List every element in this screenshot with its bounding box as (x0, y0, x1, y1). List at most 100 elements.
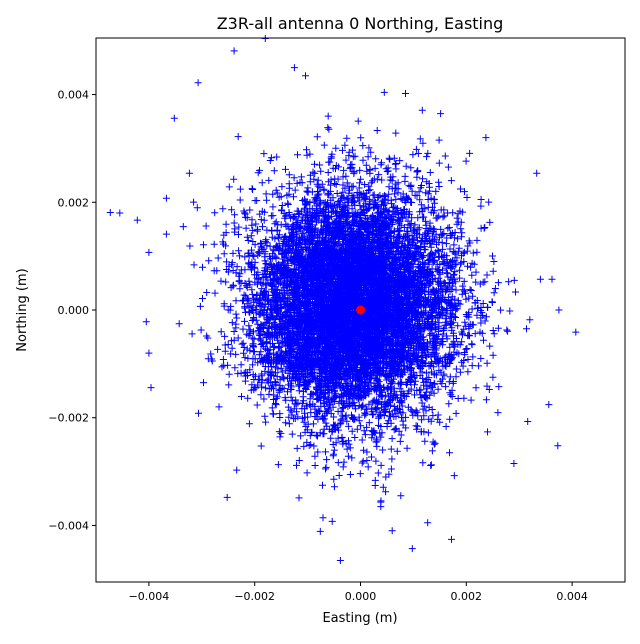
scatter-point (353, 425, 361, 433)
scatter-point (256, 332, 264, 339)
scatter-point (199, 295, 206, 302)
scatter-point (300, 442, 308, 450)
scatter-point (257, 239, 264, 247)
scatter-point (446, 415, 454, 423)
scatter-point (392, 425, 399, 433)
scatter-point (356, 470, 364, 478)
scatter-point (402, 162, 410, 170)
scatter-point (382, 473, 390, 481)
scatter-point (311, 452, 319, 460)
scatter-point (303, 146, 310, 154)
scatter-point (270, 391, 278, 399)
scatter-point (388, 455, 396, 463)
scatter-point (248, 185, 256, 193)
scatter-point (310, 175, 318, 183)
scatter-point (358, 436, 366, 444)
scatter-point (485, 198, 493, 206)
scatter-point (361, 431, 369, 439)
scatter-point (412, 422, 420, 430)
scatter-point (354, 117, 362, 125)
scatter-point (483, 303, 491, 311)
scatter-point (488, 298, 496, 306)
scatter-point (372, 155, 380, 163)
scatter-point (482, 313, 490, 321)
scatter-point (314, 448, 322, 456)
scatter-point (294, 151, 301, 159)
scatter-point (193, 204, 201, 212)
scatter-point (288, 430, 296, 438)
scatter-point (456, 266, 464, 274)
scatter-point (276, 414, 284, 421)
scatter-point (473, 236, 481, 244)
scatter-point (463, 247, 471, 255)
scatter-point (343, 134, 351, 142)
scatter-point (252, 220, 260, 228)
scatter-point (461, 188, 468, 196)
scatter-point (232, 350, 240, 358)
scatter-point (497, 306, 505, 314)
scatter-point (359, 142, 367, 150)
scatter-point (327, 434, 335, 442)
scatter-point (512, 288, 519, 296)
scatter-point (202, 222, 210, 230)
scatter-point (241, 253, 249, 261)
scatter-point (266, 242, 274, 250)
scatter-point (408, 407, 416, 415)
scatter-point (218, 363, 226, 371)
scatter-point (295, 494, 303, 502)
scatter-point (382, 488, 390, 496)
scatter-point (452, 409, 460, 417)
scatter-point (248, 286, 256, 294)
scatter-point (257, 391, 265, 399)
scatter-point (244, 237, 252, 244)
scatter-point (375, 171, 383, 179)
scatter-point (463, 345, 471, 352)
scatter-point (413, 192, 421, 200)
scatter-point (273, 153, 281, 161)
scatter-point (307, 441, 315, 449)
scatter-point (467, 263, 475, 271)
scatter-point (399, 417, 407, 425)
scatter-point (480, 336, 487, 344)
scatter-point (255, 351, 263, 359)
scatter-point (489, 267, 497, 275)
scatter-point (419, 175, 426, 183)
scatter-point (260, 395, 268, 403)
scatter-point (378, 176, 386, 184)
scatter-point (489, 373, 497, 381)
scatter-point (387, 445, 395, 453)
scatter-point (285, 211, 293, 219)
scatter-point (464, 368, 472, 376)
scatter-point (228, 206, 236, 214)
scatter-point (442, 363, 450, 370)
scatter-point (373, 127, 381, 134)
chart-title: Z3R-all antenna 0 Northing, Easting (217, 14, 504, 33)
scatter-point (482, 396, 490, 404)
scatter-point (355, 417, 363, 425)
scatter-point (377, 461, 385, 469)
scatter-point (369, 411, 376, 419)
scatter-point (392, 129, 400, 137)
scatter-point (363, 448, 371, 456)
scatter-point (276, 433, 284, 441)
scatter-point (340, 166, 348, 174)
scatter-point (190, 261, 198, 269)
scatter-point (211, 289, 219, 297)
scatter-point (434, 385, 442, 393)
scatter-point (467, 396, 475, 404)
scatter-point (348, 427, 356, 435)
scatter-point (416, 135, 424, 143)
scatter-point (311, 160, 318, 168)
scatter-point (233, 263, 241, 271)
scatter-point (398, 414, 405, 422)
scatter-point (359, 156, 367, 164)
scatter-point (388, 177, 396, 185)
scatter-point (486, 218, 494, 226)
scatter-point (271, 400, 279, 407)
scatter-point (523, 325, 530, 333)
scatter-point (188, 330, 196, 338)
scatter-point (330, 421, 337, 429)
scatter-point (217, 328, 225, 336)
plot-marks (106, 35, 580, 564)
